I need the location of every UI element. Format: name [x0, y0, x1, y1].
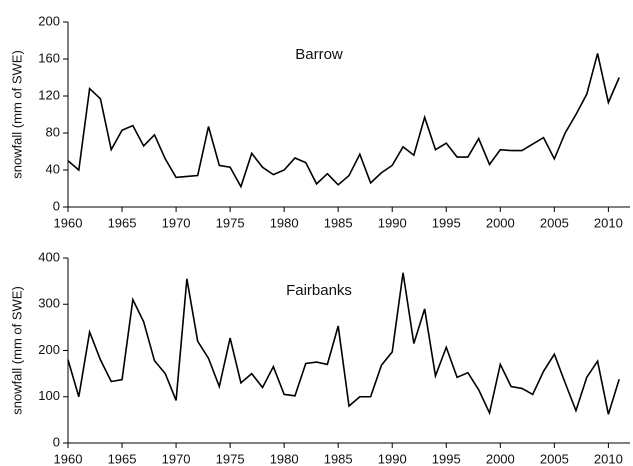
x-tick-label: 1980	[270, 215, 299, 230]
y-tick-label: 40	[46, 161, 60, 176]
y-tick-label: 0	[53, 434, 60, 449]
y-axis-label: snowfall (mm of SWE)	[9, 286, 24, 415]
data-line	[67, 53, 620, 189]
y-tick-label: 200	[38, 342, 60, 357]
y-axis-label: snowfall (mm of SWE)	[9, 50, 24, 179]
x-tick-label: 1960	[54, 215, 83, 230]
x-tick-label: 1970	[162, 451, 191, 466]
y-tick-label: 100	[38, 388, 60, 403]
y-tick-label: 400	[38, 249, 60, 264]
x-tick-label: 1990	[378, 215, 407, 230]
chart-title: Fairbanks	[286, 282, 352, 299]
data-line	[67, 272, 620, 416]
x-tick-label: 2010	[594, 215, 623, 230]
y-tick-label: 120	[38, 87, 60, 102]
x-tick-label: 2000	[486, 215, 515, 230]
y-tick-label: 0	[53, 198, 60, 213]
x-tick-label: 1980	[270, 451, 299, 466]
x-tick-label: 1990	[378, 451, 407, 466]
x-tick-label: 1985	[324, 215, 353, 230]
x-tick-label: 1975	[216, 451, 245, 466]
x-tick-label: 1965	[108, 451, 137, 466]
x-tick-label: 1960	[54, 451, 83, 466]
x-tick-label: 1995	[432, 451, 461, 466]
x-tick-label: 1970	[162, 215, 191, 230]
x-tick-label: 1985	[324, 451, 353, 466]
x-tick-label: 2005	[540, 215, 569, 230]
y-tick-label: 160	[38, 50, 60, 65]
y-tick-label: 200	[38, 13, 60, 28]
x-tick-label: 1975	[216, 215, 245, 230]
x-tick-label: 2010	[594, 451, 623, 466]
chart-title: Barrow	[295, 46, 343, 63]
x-tick-label: 1965	[108, 215, 137, 230]
y-tick-label: 80	[46, 124, 60, 139]
x-tick-label: 1995	[432, 215, 461, 230]
x-tick-label: 2005	[540, 451, 569, 466]
x-tick-label: 2000	[486, 451, 515, 466]
y-tick-label: 300	[38, 296, 60, 311]
